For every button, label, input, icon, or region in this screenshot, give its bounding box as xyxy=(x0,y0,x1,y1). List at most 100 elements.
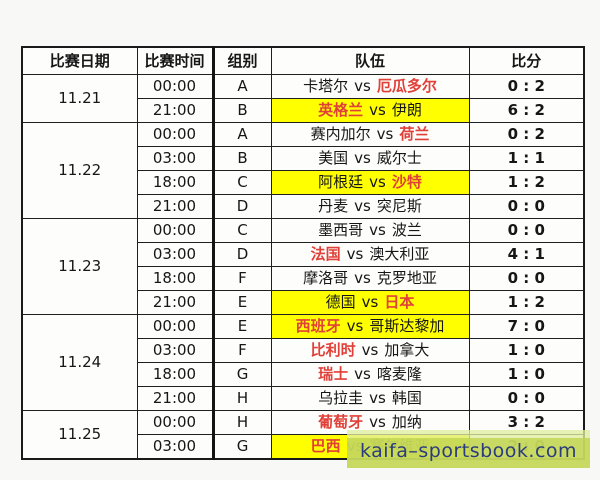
vs-label: vs xyxy=(361,341,379,359)
team-home: 德国 xyxy=(325,293,356,311)
score-cell: 1 : 2 xyxy=(468,290,585,315)
score-cell: 7 : 0 xyxy=(468,314,585,339)
team-home: 墨西哥 xyxy=(318,221,364,239)
team-away: 突尼斯 xyxy=(376,197,422,215)
time-cell: 03:00 xyxy=(136,338,215,363)
vs-label: vs xyxy=(376,125,394,143)
teams-cell: 阿根廷 vs 沙特 xyxy=(270,170,470,195)
date-cell: 11.22 xyxy=(21,122,138,219)
score-cell: 1 : 1 xyxy=(468,146,585,171)
team-away: 加纳 xyxy=(391,413,422,431)
team-away: 澳大利亚 xyxy=(369,245,430,263)
team-away: 喀麦隆 xyxy=(376,365,422,383)
group-cell: H xyxy=(212,386,272,411)
score-cell: 0 : 0 xyxy=(468,386,585,411)
team-home: 葡萄牙 xyxy=(318,413,364,431)
team-home: 赛内加尔 xyxy=(310,125,371,143)
time-cell: 00:00 xyxy=(136,74,215,99)
team-home: 巴西 xyxy=(310,437,341,455)
group-cell: H xyxy=(212,410,272,435)
score-cell: 1 : 2 xyxy=(468,170,585,195)
time-cell: 21:00 xyxy=(136,194,215,219)
match-table-body: 11.21 00:00 A 卡塔尔 vs 厄瓜多尔 0 : 2 21:00 B 英格兰 vs 伊朗 6 … xyxy=(21,74,585,460)
vs-label: vs xyxy=(369,413,386,431)
vs-label: vs xyxy=(354,77,371,95)
score-cell: 0 : 0 xyxy=(468,266,585,291)
team-home: 英格兰 xyxy=(318,101,364,119)
score-cell: 1 : 0 xyxy=(468,362,585,387)
score-cell: 0 : 0 xyxy=(468,194,585,219)
teams-cell: 西班牙 vs 哥斯达黎加 xyxy=(270,314,470,339)
match-table: 比赛日期 比赛时间 组别 队伍 比分 11.21 00:00 A 卡塔尔 vs 厄瓜多尔 0… xyxy=(21,46,585,460)
time-cell: 00:00 xyxy=(136,122,215,147)
group-cell: E xyxy=(212,290,272,315)
team-away: 波兰 xyxy=(391,221,422,239)
header-teams: 队伍 xyxy=(270,46,470,75)
match-row: 03:00 B 美国 vs 威尔士 1 : 1 xyxy=(22,146,585,171)
team-home: 西班牙 xyxy=(295,317,341,335)
group-cell: B xyxy=(212,146,272,171)
group-cell: C xyxy=(212,170,272,195)
match-row: 03:00 F 比利时 vs 加拿大 1 : 0 xyxy=(22,338,585,363)
group-cell: G xyxy=(212,362,272,387)
vs-label: vs xyxy=(369,173,386,191)
group-cell: D xyxy=(212,242,272,267)
match-row: 18:00 F 摩洛哥 vs 克罗地亚 0 : 0 xyxy=(22,266,585,291)
vs-label: vs xyxy=(369,221,386,239)
time-cell: 21:00 xyxy=(136,98,215,123)
vs-label: vs xyxy=(361,293,379,311)
teams-cell: 摩洛哥 vs 克罗地亚 xyxy=(270,266,470,291)
team-away: 哥斯达黎加 xyxy=(369,317,445,335)
time-cell: 18:00 xyxy=(136,266,215,291)
team-away: 威尔士 xyxy=(376,149,422,167)
teams-cell: 比利时 vs 加拿大 xyxy=(270,338,470,363)
team-home: 摩洛哥 xyxy=(303,269,349,287)
vs-label: vs xyxy=(369,389,386,407)
header-group: 组别 xyxy=(212,46,272,75)
group-cell: A xyxy=(212,122,272,147)
team-home: 乌拉圭 xyxy=(318,389,364,407)
teams-cell: 瑞士 vs 喀麦隆 xyxy=(270,362,470,387)
team-home: 法国 xyxy=(310,245,341,263)
team-home: 瑞士 xyxy=(318,365,349,383)
match-row: 18:00 C 阿根廷 vs 沙特 1 : 2 xyxy=(22,170,585,195)
match-row: 03:00 D 法国 vs 澳大利亚 4 : 1 xyxy=(22,242,585,267)
vs-label: vs xyxy=(354,269,371,287)
group-cell: F xyxy=(212,266,272,291)
header-score: 比分 xyxy=(468,46,585,75)
watermark-banner: kaifa–sportsbook.com xyxy=(347,430,590,468)
group-cell: D xyxy=(212,194,272,219)
team-home: 阿根廷 xyxy=(318,173,364,191)
time-cell: 18:00 xyxy=(136,362,215,387)
team-away: 伊朗 xyxy=(391,101,422,119)
time-cell: 00:00 xyxy=(136,314,215,339)
team-away: 荷兰 xyxy=(399,125,430,143)
date-cell: 11.21 xyxy=(21,74,138,123)
vs-label: vs xyxy=(346,245,364,263)
time-cell: 03:00 xyxy=(136,146,215,171)
teams-cell: 法国 vs 澳大利亚 xyxy=(270,242,470,267)
team-away: 克罗地亚 xyxy=(376,269,437,287)
vs-label: vs xyxy=(346,317,364,335)
teams-cell: 美国 vs 威尔士 xyxy=(270,146,470,171)
teams-cell: 赛内加尔 vs 荷兰 xyxy=(270,122,470,147)
date-cell: 11.24 xyxy=(21,314,138,411)
vs-label: vs xyxy=(354,149,371,167)
watermark-text: kaifa–sportsbook.com xyxy=(359,439,578,462)
score-cell: 0 : 2 xyxy=(468,122,585,147)
team-away: 加拿大 xyxy=(384,341,430,359)
match-row: 11.21 00:00 A 卡塔尔 vs 厄瓜多尔 0 : 2 xyxy=(21,74,585,123)
teams-cell: 英格兰 vs 伊朗 xyxy=(270,98,470,123)
header-time: 比赛时间 xyxy=(136,46,215,75)
vs-label: vs xyxy=(354,197,371,215)
teams-cell: 卡塔尔 vs 厄瓜多尔 xyxy=(270,74,470,99)
group-cell: F xyxy=(212,338,272,363)
score-cell: 4 : 1 xyxy=(468,242,585,267)
group-cell: E xyxy=(212,314,272,339)
vs-label: vs xyxy=(369,101,386,119)
match-row: 11.23 00:00 C 墨西哥 vs 波兰 0 : 0 xyxy=(21,218,585,315)
score-cell: 6 : 2 xyxy=(468,98,585,123)
group-cell: B xyxy=(212,98,272,123)
team-away: 韩国 xyxy=(391,389,422,407)
team-home: 美国 xyxy=(318,149,349,167)
